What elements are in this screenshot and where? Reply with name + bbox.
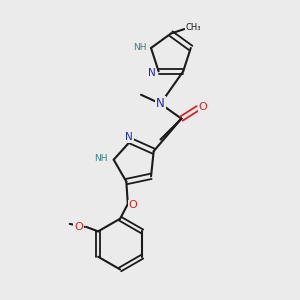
Text: N: N — [156, 97, 165, 110]
Text: O: O — [74, 222, 82, 232]
Text: NH: NH — [94, 154, 108, 163]
Text: O: O — [199, 102, 208, 112]
Text: N: N — [148, 68, 156, 78]
Text: N: N — [125, 132, 133, 142]
Text: O: O — [129, 200, 138, 211]
Text: NH: NH — [133, 44, 146, 52]
Text: CH₃: CH₃ — [186, 23, 201, 32]
